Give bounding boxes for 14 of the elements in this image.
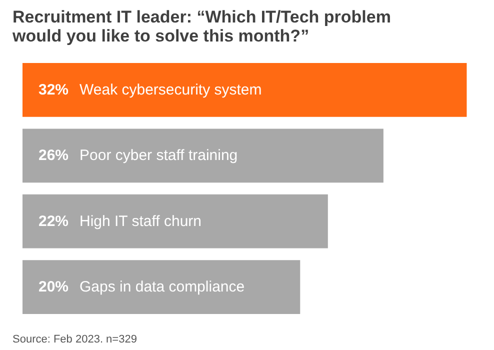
y-tick-label: Gaps in data compliance (80, 278, 245, 296)
y-tick-label: High IT staff churn (80, 212, 202, 230)
data-label: 32% (38, 81, 69, 98)
y-tick-label: Poor cyber staff training (80, 147, 238, 164)
bar (22, 260, 300, 314)
bar (22, 194, 328, 248)
data-label: 20% (38, 278, 69, 296)
source-note: Source: Feb 2023. n=329 (12, 334, 137, 346)
data-label: 26% (38, 147, 69, 164)
data-label: 22% (38, 212, 69, 230)
bar (22, 128, 384, 183)
y-tick-label: Weak cybersecurity system (80, 81, 262, 98)
chart-title: Recruitment IT leader: “Which IT/Tech problem would you like to solve this month?” (12, 8, 391, 46)
bar (22, 62, 467, 117)
